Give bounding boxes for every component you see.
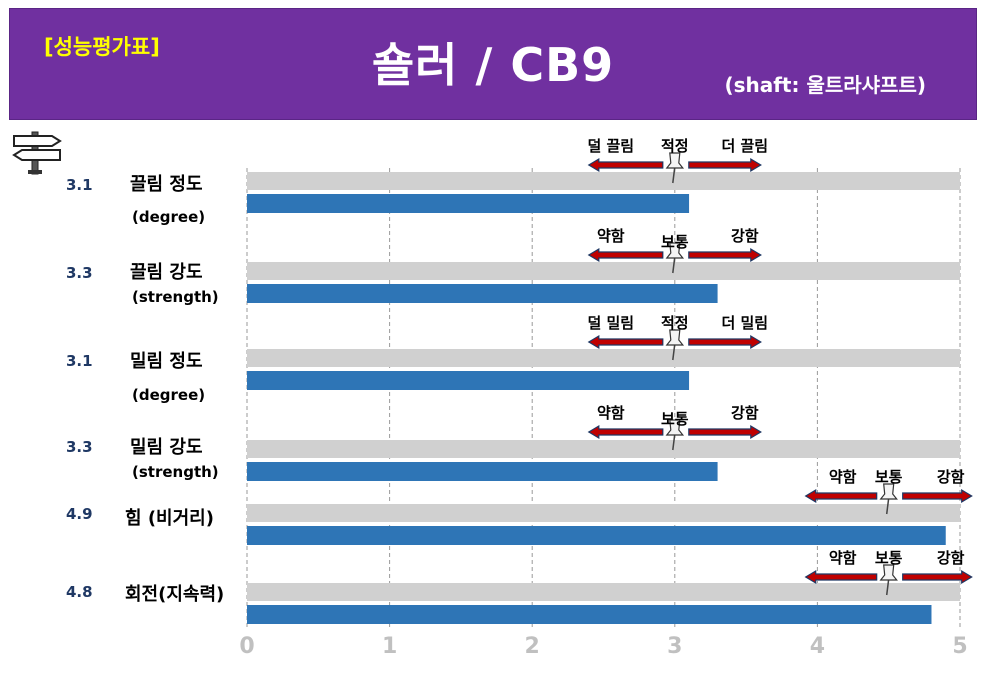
scale-arrow-left — [804, 569, 878, 585]
scale-arrow-right — [902, 569, 973, 585]
row-unit: (degree) — [132, 386, 206, 404]
scale-word-right: 강함 — [936, 468, 965, 486]
scale-arrow-left — [587, 157, 664, 173]
scale-word-right: 강함 — [730, 404, 759, 422]
value-bar — [247, 284, 718, 303]
score-value: 4.9 — [66, 505, 93, 523]
row-unit: (strength) — [132, 288, 219, 306]
scale-arrow-right — [688, 424, 762, 440]
track-bar — [247, 349, 960, 367]
shaft-subtitle: (shaft: 울트라샤프트) — [724, 73, 926, 97]
value-bar — [247, 371, 690, 390]
scale-word-right: 강함 — [936, 549, 965, 567]
x-tick-label: 1 — [381, 634, 398, 659]
value-bar — [247, 526, 946, 545]
scale-word-mid: 적정 — [660, 314, 689, 332]
row-label: 밀림 강도 — [130, 437, 203, 458]
scale-arrow-right — [688, 334, 762, 350]
pushpin-icon — [665, 242, 685, 274]
x-tick-label: 0 — [239, 634, 255, 659]
scale-arrow-left — [804, 488, 878, 504]
header-banner: [성능평가표] 숄러 / CB9 (shaft: 울트라샤프트) — [9, 8, 977, 120]
track-bar — [247, 262, 960, 280]
x-tick-label: 5 — [952, 634, 968, 659]
pushpin-icon — [879, 483, 898, 515]
scale-word-mid: 보통 — [874, 549, 903, 567]
scale-word-left: 덜 끌림 — [587, 137, 635, 155]
scale-word-right: 강함 — [730, 227, 759, 245]
scale-word-left: 덜 밀림 — [587, 314, 635, 332]
score-value: 3.3 — [66, 438, 93, 456]
value-bar — [247, 462, 718, 481]
row-label: 끌림 강도 — [130, 262, 203, 283]
x-tick-label: 3 — [667, 634, 683, 659]
score-value: 3.1 — [66, 352, 93, 370]
scale-arrow-left — [587, 247, 664, 263]
track-bar — [247, 172, 960, 190]
scale-word-mid: 적정 — [660, 137, 689, 155]
track-bar — [247, 440, 960, 458]
row-unit: (strength) — [132, 463, 219, 481]
pushpin-icon — [879, 564, 898, 596]
scale-arrow-right — [688, 247, 762, 263]
row-label: 밀림 정도 — [130, 351, 203, 372]
scale-arrow-right — [902, 488, 973, 504]
scale-word-mid: 보통 — [874, 468, 903, 486]
scale-word-left: 약함 — [828, 468, 857, 486]
scale-arrow-left — [587, 334, 664, 350]
scale-arrow-right — [688, 157, 762, 173]
scale-word-left: 약함 — [596, 227, 625, 245]
row-label: 회전(지속력) — [125, 584, 225, 605]
scale-word-right: 더 밀림 — [721, 314, 769, 332]
row-unit: (degree) — [132, 208, 206, 226]
pushpin-icon — [665, 329, 685, 361]
signpost-icon — [12, 131, 62, 175]
score-value: 3.1 — [66, 176, 93, 194]
pushpin-icon — [665, 419, 685, 451]
scale-word-right: 더 끌림 — [721, 137, 769, 155]
score-value: 4.8 — [66, 583, 93, 601]
scale-word-left: 약함 — [828, 549, 857, 567]
x-tick-label: 4 — [809, 634, 826, 659]
scale-word-mid: 보통 — [660, 233, 689, 251]
value-bar — [247, 605, 932, 624]
row-label: 힘 (비거리) — [125, 508, 214, 529]
value-bar — [247, 194, 690, 213]
pushpin-icon — [665, 152, 685, 184]
page-title: 숄러 / CB9 — [371, 38, 615, 92]
scale-word-left: 약함 — [596, 404, 625, 422]
scale-word-mid: 보통 — [660, 410, 689, 428]
track-bar — [247, 504, 960, 522]
row-label: 끌림 정도 — [130, 174, 203, 195]
evaluation-tag: [성능평가표] — [44, 35, 160, 59]
x-tick-label: 2 — [524, 634, 540, 659]
track-bar — [247, 583, 960, 601]
scale-arrow-left — [587, 424, 664, 440]
score-value: 3.3 — [66, 264, 93, 282]
